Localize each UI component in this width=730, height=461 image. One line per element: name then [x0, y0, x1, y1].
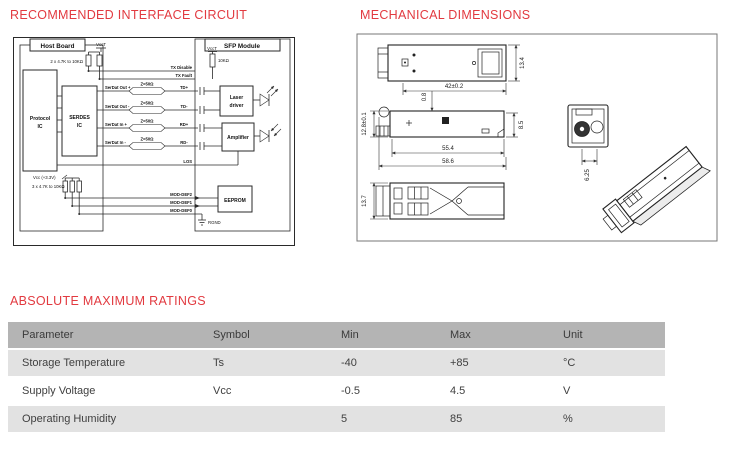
- laser-driver-label-2: driver: [230, 103, 244, 109]
- vcct-left-label: VccT: [96, 42, 106, 47]
- resistor: [85, 54, 92, 67]
- dim-top-width: 13.4: [520, 57, 526, 69]
- host-board-label: Host Board: [41, 43, 75, 50]
- signal-row-1: SerDat Out + Z=50Ω TD+: [97, 82, 220, 95]
- pullup-bottom-label: 3 x 4.7K to 10KΩ: [32, 184, 65, 189]
- amplifier-label: Amplifier: [227, 135, 249, 141]
- cell-parameter: Operating Humidity: [22, 413, 117, 425]
- vcc33-label: Vcc (+3.3V): [33, 175, 56, 180]
- impedance-label: Z=50Ω: [140, 119, 154, 124]
- photodiode-symbol: [254, 123, 282, 143]
- resistor: [96, 54, 103, 67]
- laser-driver-label-1: Laser: [230, 95, 243, 101]
- dim-port-spacing: 6.25: [585, 169, 591, 181]
- section-heading-ratings: ABSOLUTE MAXIMUM RATINGS: [10, 294, 206, 308]
- cell-min: 5: [341, 413, 348, 425]
- laser-driver-box: [219, 85, 254, 117]
- bottom-view: 13.7: [362, 182, 505, 220]
- pullup-top-label: 2 x 4.7K to 10KΩ: [50, 59, 83, 64]
- signal-label: SerDat Out -: [105, 104, 130, 109]
- pin-label: RD+: [180, 122, 189, 127]
- dim-side-height: 12.8±0.1: [362, 112, 368, 136]
- resistor: [76, 180, 82, 193]
- impedance-label: Z=50Ω: [140, 137, 154, 142]
- mod-def1-label: MOD-DEF1: [170, 200, 193, 205]
- protocol-ic-label-1: Protocol: [30, 116, 51, 122]
- cell-min: -40: [341, 357, 357, 369]
- cell-max: 4.5: [450, 385, 466, 397]
- cell-parameter: Supply Voltage: [22, 385, 96, 397]
- cell-unit: V: [563, 385, 571, 397]
- dim-notch: 0.8: [422, 92, 428, 101]
- col-header-parameter: Parameter: [22, 329, 74, 341]
- col-header-min: Min: [341, 329, 359, 341]
- cell-symbol: [199, 406, 327, 432]
- signal-label: SerDat In -: [105, 140, 127, 145]
- pin-label: TD-: [181, 104, 189, 109]
- dim-body-length: 55.4: [442, 146, 454, 152]
- col-header-max: Max: [450, 329, 471, 341]
- impedance-label: Z=50Ω: [140, 82, 154, 87]
- table-header-row: Parameter Symbol Min Max Unit: [8, 322, 665, 348]
- top-view: 42±0.2 13.4: [377, 44, 526, 95]
- tx-disable-label: TX Disable: [171, 65, 193, 70]
- mod-def0-label: MOD-DEF0: [170, 208, 193, 213]
- signal-row-3: SerDat In + Z=50Ω RD+: [97, 119, 222, 132]
- section-heading-circuit: RECOMMENDED INTERFACE CIRCUIT: [10, 8, 248, 22]
- dim-total-length: 58.6: [442, 159, 454, 165]
- cell-symbol: Ts: [213, 357, 224, 369]
- cell-unit: %: [563, 413, 573, 425]
- table-row: Supply Voltage Vcc -0.5 4.5 V: [8, 378, 665, 404]
- vcct-right-label: VccT: [207, 46, 217, 51]
- sfp-module-label: SFP Module: [224, 43, 260, 50]
- cell-min: -0.5: [341, 385, 360, 397]
- eeprom-label: EEPROM: [224, 198, 246, 204]
- host-board-label-box: [29, 38, 86, 52]
- iso-view: [602, 145, 711, 234]
- impedance-label: Z=50Ω: [140, 101, 154, 106]
- serdes-ic-label-1: SERDES: [69, 115, 90, 121]
- dim-top-length: 42±0.2: [445, 84, 464, 90]
- front-view: 6.25: [567, 104, 609, 181]
- section-heading-mechanical: MECHANICAL DIMENSIONS: [360, 8, 531, 22]
- cell-parameter: Storage Temperature: [22, 357, 126, 369]
- serdes-ic-box: [61, 85, 98, 157]
- protocol-ic-label-2: IC: [38, 124, 43, 130]
- resistor: [209, 53, 216, 68]
- ratings-table: Parameter Symbol Min Max Unit Storage Te…: [8, 322, 665, 434]
- signal-label: SerDat Out +: [105, 85, 131, 90]
- dim-bottom-width: 13.7: [362, 195, 368, 207]
- rgnd-label: RGND: [208, 220, 221, 225]
- cell-max: 85: [450, 413, 463, 425]
- col-header-unit: Unit: [563, 329, 583, 341]
- pin-label: RD-: [180, 140, 188, 145]
- serdes-ic-label-2: IC: [77, 123, 82, 129]
- eeprom-box: [217, 185, 253, 213]
- signal-label: SerDat In +: [105, 122, 128, 127]
- mechanical-dimensions-drawing: 42±0.2 13.4 12.8±0.1 0.8 8.5 55.4 58.6: [356, 33, 718, 242]
- mod-def2-label: MOD-DEF2: [170, 192, 193, 197]
- led-symbol: [253, 85, 279, 107]
- signal-row-2: SerDat Out - Z=50Ω TD-: [97, 101, 220, 114]
- pin-label: TD+: [180, 85, 189, 90]
- los-label: LOS: [183, 159, 192, 164]
- pullup-sfp-label: 10KΩ: [218, 58, 230, 63]
- table-row: Operating Humidity 5 85 %: [8, 406, 665, 432]
- table-row: Storage Temperature Ts -40 +85 °C: [8, 350, 665, 376]
- amplifier-box: [221, 122, 255, 152]
- cell-unit: °C: [563, 357, 576, 369]
- interface-circuit-diagram: Host Board VccT 2 x 4.7K to 10KΩ TX Disa…: [13, 37, 295, 246]
- tx-fault-label: TX Fault: [175, 73, 192, 78]
- cell-max: +85: [450, 357, 469, 369]
- dim-body-height: 8.5: [519, 120, 525, 129]
- signal-row-4: SerDat In - Z=50Ω RD-: [97, 137, 222, 150]
- cell-symbol: Vcc: [213, 385, 232, 397]
- sfp-module-label-box: [204, 38, 281, 52]
- protocol-ic-box: [22, 69, 58, 172]
- resistor: [69, 180, 75, 193]
- col-header-symbol: Symbol: [213, 329, 250, 341]
- ground-symbol: [198, 219, 206, 226]
- side-view: 12.8±0.1 0.8 8.5 55.4 58.6: [362, 91, 525, 170]
